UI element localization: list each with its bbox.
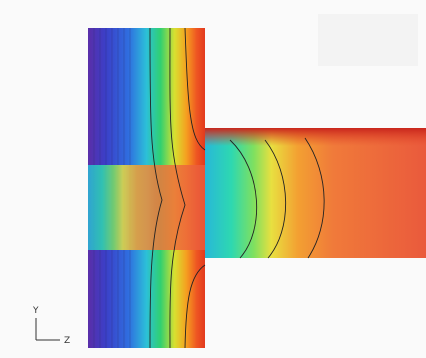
axis-triad [35,318,60,341]
isotherm [304,137,325,259]
isotherm [229,139,258,259]
faint-panel [318,14,418,66]
isotherm [184,27,206,151]
isotherm [264,139,287,259]
slab-in-wall [88,165,205,250]
slab [205,128,426,258]
isotherm [169,27,186,349]
triad-y-label: Y [32,306,39,316]
isotherm [184,264,206,349]
isotherm [149,27,163,349]
triad-z-label: Z [64,336,70,346]
slab-top-band [205,128,426,146]
isotherms [149,27,325,349]
